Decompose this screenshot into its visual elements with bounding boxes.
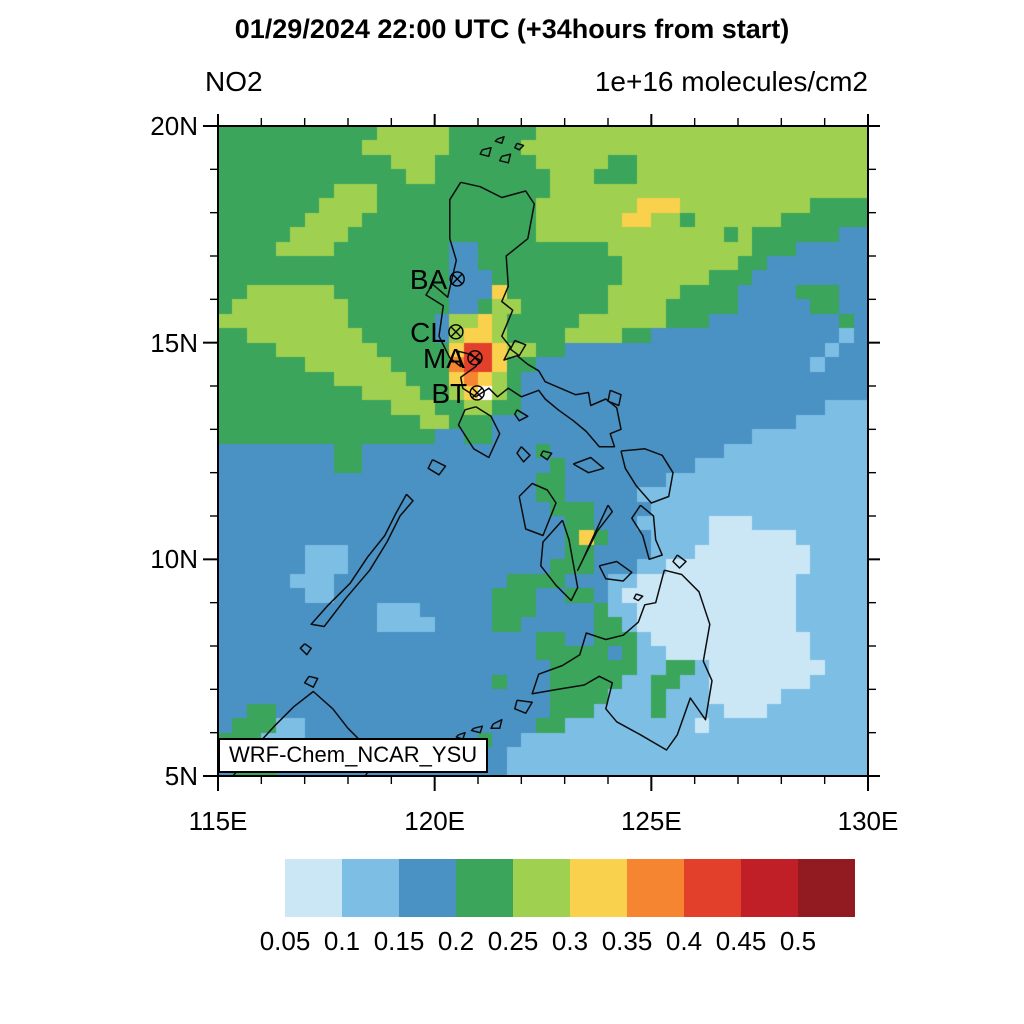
- colorbar-level-label: 0.45: [715, 926, 767, 956]
- station-label-ba: BA: [410, 264, 448, 295]
- coastline-path: [631, 504, 663, 561]
- coastline-path: [470, 725, 484, 734]
- colorbar-segment: [285, 859, 342, 917]
- colorbar-level-label: 0.5: [779, 926, 817, 956]
- subtitle-variable: NO2: [205, 66, 263, 97]
- colorbar-level-label: 0.1: [323, 926, 361, 956]
- coastline-path: [498, 153, 512, 164]
- coastline-path: [516, 446, 531, 463]
- coastline-path: [494, 136, 505, 145]
- coastline-path: [490, 718, 503, 730]
- coastline-path: [514, 699, 533, 714]
- colorbar-level-label: 0.4: [665, 926, 703, 956]
- coastline-path: [598, 560, 633, 582]
- coastline-path: [620, 448, 674, 504]
- coastline-path: [299, 643, 312, 656]
- colorbar-level-label: 0.2: [437, 926, 475, 956]
- map-panel: BA CL MA BT WRF-Chem_NCAR_YSU: [218, 126, 868, 776]
- coastline-path: [509, 339, 527, 357]
- colorbar-level-label: 0.25: [487, 926, 539, 956]
- colorbar-segment: [456, 859, 513, 917]
- lon-tick-label: 120E: [404, 806, 466, 836]
- coastline-path: [479, 146, 492, 158]
- colorbar-segment: [798, 859, 855, 917]
- coastline-path: [672, 554, 687, 569]
- colorbar-level-label: 0.35: [601, 926, 653, 956]
- colorbar-level-label: 0.05: [259, 926, 311, 956]
- coastline-path: [540, 519, 579, 602]
- colorbar-segment: [570, 859, 627, 917]
- colorbar-segment: [399, 859, 456, 917]
- coastline-path: [540, 450, 553, 461]
- colorbar-segment: [342, 859, 399, 917]
- coastline-path: [531, 569, 713, 751]
- station-marker-bt: BT: [431, 378, 485, 409]
- lon-tick-label: 115E: [188, 806, 248, 836]
- station-label-bt: BT: [431, 378, 467, 409]
- coastline-path: [457, 406, 501, 459]
- colorbar-segment: [684, 859, 741, 917]
- lat-tick-label: 20N: [150, 111, 198, 141]
- colorbar-level-label: 0.15: [373, 926, 425, 956]
- lat-tick-label: 15N: [150, 327, 198, 358]
- coastline-path: [310, 493, 414, 628]
- lon-tick-label: 130E: [837, 806, 899, 836]
- coastline-path: [514, 142, 525, 151]
- lon-tick-label: 125E: [620, 806, 682, 836]
- model-label-box: WRF-Chem_NCAR_YSU: [218, 738, 489, 773]
- coastline-path: [303, 675, 319, 688]
- subtitle-units: 1e+16 molecules/cm2: [594, 66, 868, 97]
- lat-tick-label: 10N: [150, 544, 198, 575]
- coastline-path: [633, 593, 644, 602]
- coastline-path: [518, 482, 557, 537]
- coastline-path: [576, 504, 614, 571]
- colorbar-level-label: 0.3: [551, 926, 589, 956]
- station-marker-ba: BA: [410, 264, 465, 295]
- lat-tick-label: 5N: [164, 761, 198, 791]
- main-title: 01/29/2024 22:00 UTC (+34hours from star…: [234, 14, 790, 44]
- colorbar-segment: [627, 859, 684, 917]
- colorbar-segment: [741, 859, 798, 917]
- coastline-path: [514, 409, 529, 422]
- station-label-ma: MA: [423, 343, 465, 374]
- colorbar: [285, 859, 855, 917]
- coastline-path: [572, 456, 605, 474]
- coastline-path: [427, 459, 447, 476]
- colorbar-segment: [513, 859, 570, 917]
- model-label: WRF-Chem_NCAR_YSU: [229, 742, 478, 767]
